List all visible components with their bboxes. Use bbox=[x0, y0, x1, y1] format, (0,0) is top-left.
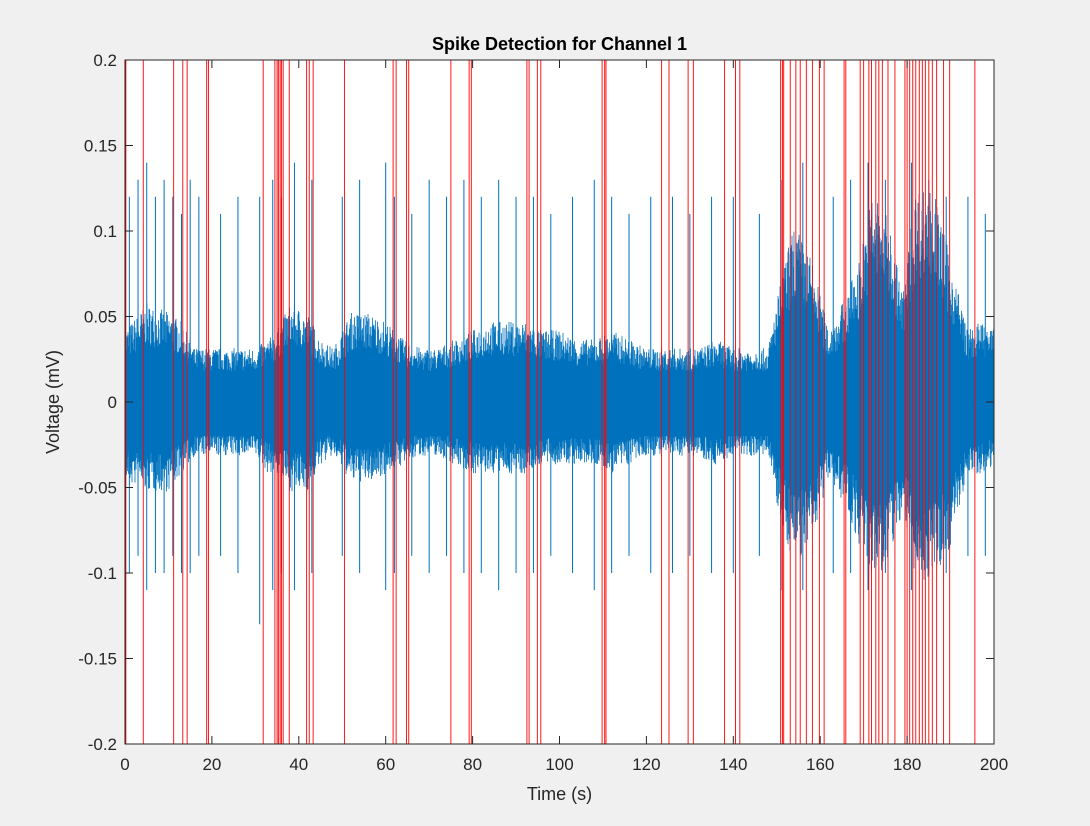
chart-title: Spike Detection for Channel 1 bbox=[432, 34, 687, 54]
y-tick-label-0: -0.2 bbox=[88, 735, 117, 754]
x-tick-label-9: 180 bbox=[893, 755, 921, 774]
y-axis-label: Voltage (mV) bbox=[43, 350, 63, 454]
x-tick-label-8: 160 bbox=[806, 755, 834, 774]
x-tick-label-6: 120 bbox=[632, 755, 660, 774]
x-tick-label-4: 80 bbox=[463, 755, 482, 774]
y-tick-label-1: -0.15 bbox=[78, 650, 117, 669]
x-tick-label-7: 140 bbox=[719, 755, 747, 774]
y-tick-label-3: -0.05 bbox=[78, 479, 117, 498]
signal-core bbox=[125, 371, 994, 437]
x-tick-label-2: 40 bbox=[289, 755, 308, 774]
x-axis: 0 20 40 60 80 100 120 140 160 180 200 bbox=[120, 60, 1008, 774]
spike-markers bbox=[125, 60, 976, 744]
y-tick-label-7: 0.15 bbox=[84, 137, 117, 156]
y-tick-label-2: -0.1 bbox=[88, 564, 117, 583]
x-tick-label-3: 60 bbox=[376, 755, 395, 774]
y-tick-label-8: 0.2 bbox=[93, 51, 117, 70]
y-tick-label-6: 0.1 bbox=[93, 222, 117, 241]
y-tick-label-5: 0.05 bbox=[84, 308, 117, 327]
x-tick-label-10: 200 bbox=[980, 755, 1008, 774]
x-tick-label-0: 0 bbox=[120, 755, 129, 774]
x-tick-label-1: 20 bbox=[202, 755, 221, 774]
y-axis: -0.2 -0.15 -0.1 -0.05 0 0.05 0.1 0.15 0.2 bbox=[78, 51, 994, 754]
x-axis-label: Time (s) bbox=[527, 784, 592, 804]
x-tick-label-5: 100 bbox=[545, 755, 573, 774]
y-tick-label-4: 0 bbox=[108, 393, 117, 412]
